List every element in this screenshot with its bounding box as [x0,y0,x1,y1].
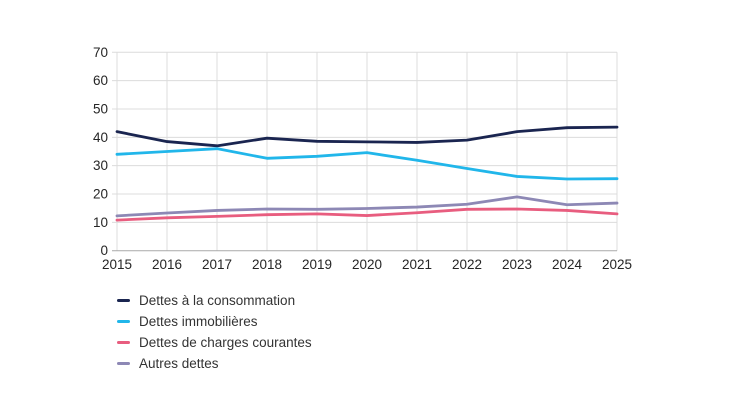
x-tick-label: 2015 [102,257,132,272]
x-tick-label: 2022 [452,257,482,272]
legend-label: Autres dettes [139,356,219,371]
x-tick-labels: 2015 2016 2017 2018 2019 2020 2021 2022 2023 2024… [102,257,632,272]
x-tick-label: 2016 [152,257,182,272]
x-tick-label: 2019 [302,257,332,272]
legend-dash-icon [117,341,130,344]
y-tick-label: 0 [100,243,108,258]
y-tick-label: 20 [93,187,108,202]
legend-item-immobilieres: Dettes immobilières [117,311,312,332]
legend-item-charges-courantes: Dettes de charges courantes [117,332,312,353]
series-line-2 [115,207,619,222]
x-tick-label: 2025 [602,257,632,272]
legend-dash-icon [117,362,130,365]
y-tick-labels: 0 10 20 30 40 50 60 70 [93,45,108,258]
chart-legend: Dettes à la consommation Dettes immobili… [117,290,312,374]
y-tick-label: 30 [93,158,108,173]
legend-label: Dettes à la consommation [139,293,296,308]
legend-label: Dettes de charges courantes [139,335,312,350]
x-tick-label: 2017 [202,257,232,272]
legend-dash-icon [117,299,130,302]
x-tick-label: 2021 [402,257,432,272]
y-gridlines [112,51,617,252]
x-tick-label: 2023 [502,257,532,272]
legend-label: Dettes immobilières [139,314,258,329]
y-tick-label: 10 [93,215,108,230]
y-tick-label: 50 [93,101,108,116]
x-tick-label: 2018 [252,257,282,272]
y-tick-label: 60 [93,73,108,88]
series-line-0 [115,125,619,148]
legend-dash-icon [117,320,130,323]
y-tick-label: 40 [93,130,108,145]
series-line-1 [115,147,619,181]
x-tick-label: 2024 [552,257,583,272]
x-tick-label: 2020 [352,257,382,272]
legend-item-autres-dettes: Autres dettes [117,353,312,374]
y-tick-label: 70 [93,45,108,60]
series-line-3 [115,195,619,218]
legend-item-consommation: Dettes à la consommation [117,290,312,311]
